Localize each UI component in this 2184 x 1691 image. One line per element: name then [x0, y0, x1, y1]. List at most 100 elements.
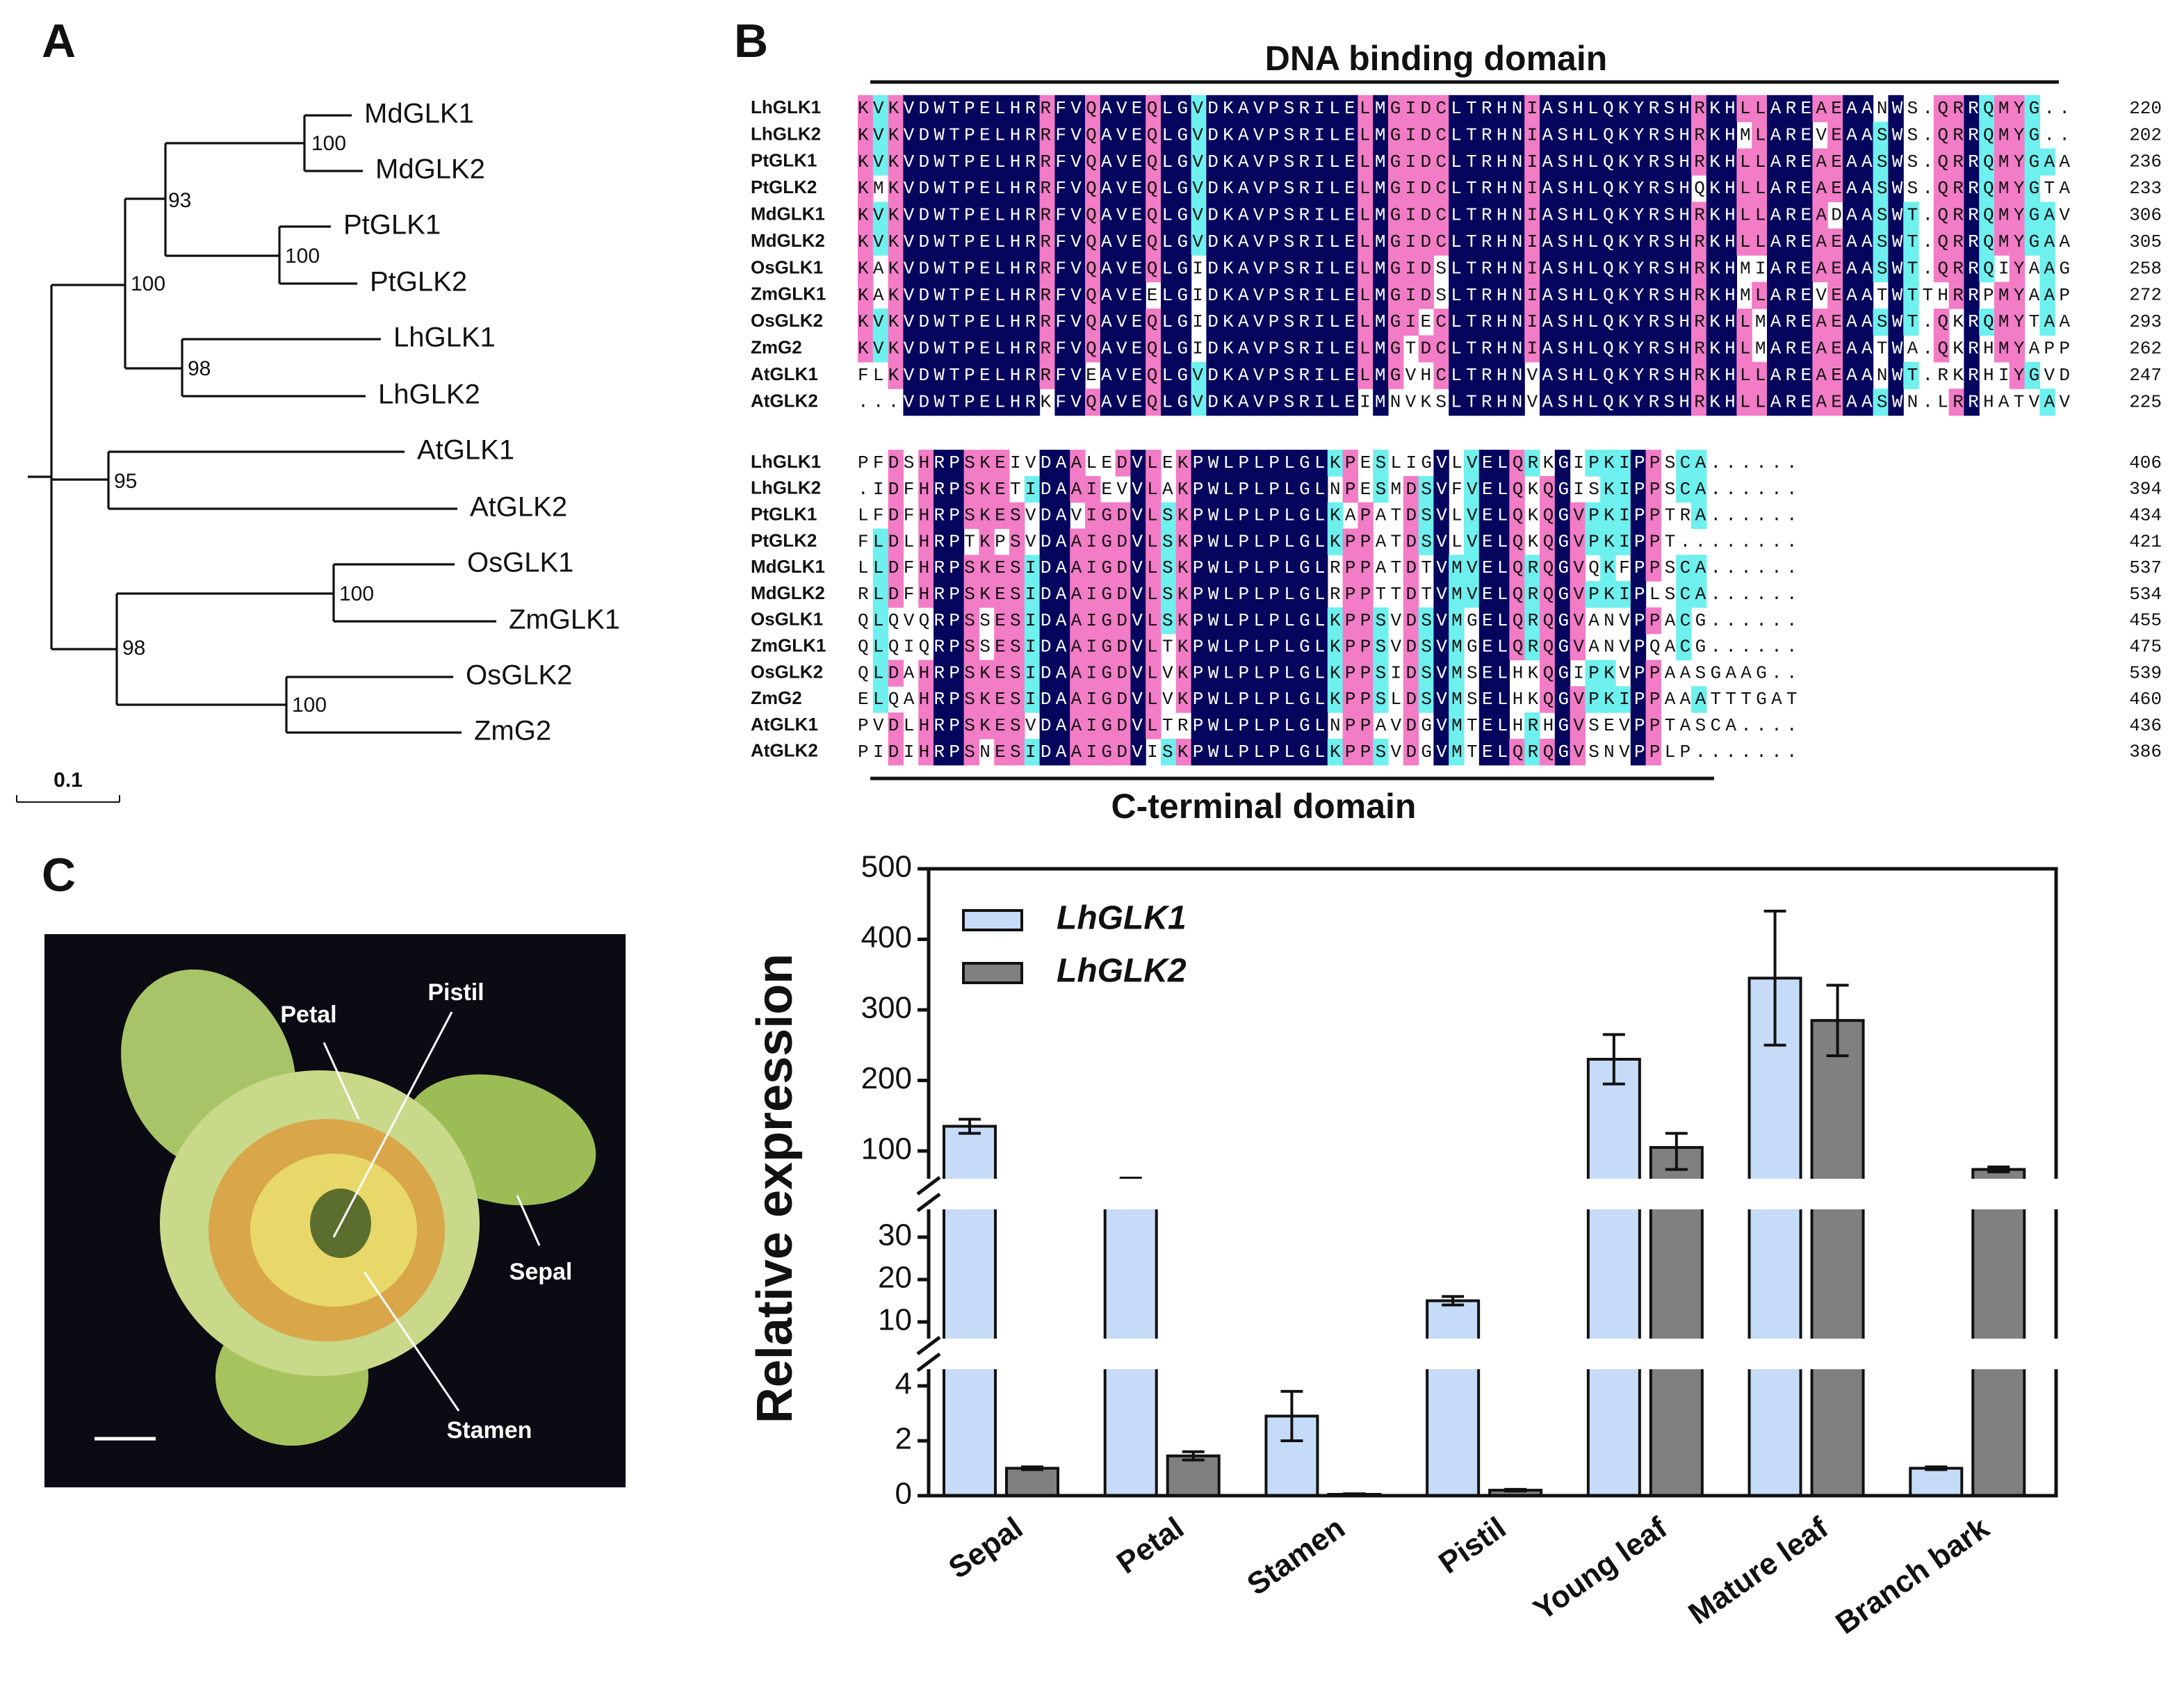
residue-shade: [1827, 228, 1843, 256]
residue-shade: [1478, 95, 1495, 122]
residue-shade: [1812, 255, 1828, 283]
leaf-label: MdGLK1: [364, 99, 474, 129]
residue-shade: [1857, 122, 1874, 149]
residue-shade: [1161, 122, 1177, 149]
residue-shade: [1540, 281, 1556, 309]
residue-shade: [1812, 95, 1828, 122]
residue-shade: [1115, 122, 1131, 149]
residue-shade: [1554, 228, 1571, 256]
sequence-end: 460: [2129, 689, 2162, 710]
residue-shade: [2024, 228, 2040, 256]
residue-shade: [1433, 202, 1449, 229]
residue-shade: [1797, 228, 1813, 256]
residue-shade: [1024, 95, 1041, 122]
residue-shade: [1358, 228, 1374, 256]
residue-shade: [903, 148, 919, 176]
residue-shade: [1554, 95, 1571, 122]
residue-shade: [1251, 95, 1268, 122]
residue-shade: [1070, 122, 1086, 149]
residue-shade: [1630, 228, 1647, 256]
sequence-end: 236: [2129, 152, 2162, 172]
residue-shade: [888, 228, 904, 256]
residue-shade: [1888, 148, 1904, 176]
sequence-end: 225: [2129, 391, 2162, 412]
residue-shade: [1979, 228, 1995, 256]
residue-shade: [1039, 95, 1055, 122]
residue-shade: [1130, 255, 1146, 283]
residue-shade: [858, 228, 874, 256]
residue-shade: [979, 228, 995, 256]
residue-shade: [1100, 281, 1116, 309]
residue-shade: [1948, 95, 1964, 122]
leaf-label: PtGLK1: [343, 210, 441, 240]
residue-shade: [1358, 255, 1374, 283]
residue-shade: [1266, 202, 1282, 229]
residue-shade: [1237, 175, 1253, 202]
residue-shade: [1449, 281, 1465, 309]
sequence-end: 306: [2129, 204, 2162, 225]
residue-shade: [2009, 255, 2026, 283]
bar: [1005, 1467, 1059, 1497]
residue-shade: [1615, 202, 1631, 229]
sequence-end: 247: [2129, 365, 2162, 386]
residue-shade: [1691, 202, 1707, 229]
residue-shade: [1054, 148, 1070, 176]
residue-shade: [903, 175, 919, 202]
legend-label: LhGLK1: [1057, 900, 1187, 937]
legend-swatch: [962, 909, 1023, 931]
y-tick-label: 20: [878, 1261, 912, 1295]
residue-shade: [1327, 148, 1344, 176]
residue-shade: [1221, 122, 1237, 149]
residue-shade: [1175, 281, 1192, 309]
residue-shade: [1054, 95, 1070, 122]
residue-shade: [1812, 228, 1828, 256]
sequence-end: 386: [2129, 742, 2162, 762]
residue-shade: [1994, 122, 2010, 149]
sequence-end: 537: [2129, 557, 2162, 578]
residue-shade: [1797, 95, 1813, 122]
pointer: [516, 1195, 541, 1246]
residue-shade: [1706, 122, 1722, 149]
residue-shade: [979, 202, 995, 229]
residue-shade: [1297, 255, 1313, 283]
legend-label: LhGLK2: [1057, 953, 1187, 990]
residue-shade: [1070, 175, 1086, 202]
residue-shade: [1721, 95, 1737, 122]
bootstrap-label: 98: [122, 637, 145, 660]
residue-shade: [1706, 175, 1722, 202]
residue-shade: [1570, 175, 1586, 202]
residue-shade: [1478, 202, 1495, 229]
residue-shade: [1206, 202, 1222, 229]
error-bar: [1504, 1487, 1527, 1493]
residue-shade: [1752, 202, 1768, 229]
residue-shade: [1266, 148, 1282, 176]
residue-shade: [1070, 228, 1086, 256]
residue-shade: [1554, 255, 1571, 283]
residue-shade: [1191, 175, 1207, 202]
residue-shade: [1540, 255, 1556, 283]
residue-shade: [1146, 95, 1162, 122]
residue-shade: [1388, 202, 1404, 229]
sequence-name: OsGLK1: [751, 609, 823, 630]
residue-shade: [1630, 122, 1647, 149]
residue-shade: [948, 175, 965, 202]
residue-shade: [948, 95, 965, 122]
residue-shade: [858, 255, 874, 283]
residue-shade: [1237, 281, 1253, 309]
residue-shade: [948, 228, 965, 256]
residue-shade: [1721, 122, 1737, 149]
residue-shade: [1767, 281, 1783, 309]
residue-shade: [1327, 95, 1344, 122]
residue-shade: [1146, 175, 1162, 202]
residue-shade: [1645, 202, 1661, 229]
residue-shade: [1752, 281, 1768, 309]
residue-shade: [1797, 202, 1813, 229]
residue-shade: [1085, 148, 1101, 176]
residue-shade: [1206, 175, 1222, 202]
residue-shade: [1085, 95, 1101, 122]
residue-shade: [1403, 202, 1419, 229]
residue-shade: [1327, 228, 1344, 256]
residue-shade: [1600, 148, 1616, 176]
